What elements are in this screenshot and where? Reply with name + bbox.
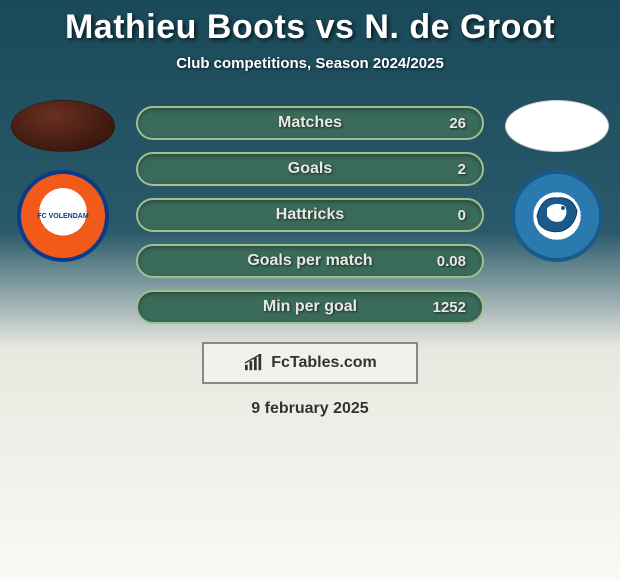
stat-row-hattricks: Hattricks 0 [136,198,484,232]
infographic-container: Mathieu Boots vs N. de Groot Club compet… [0,0,620,418]
left-club-text: FC VOLENDAM [37,213,88,220]
dragon-icon [527,186,587,246]
subtitle: Club competitions, Season 2024/2025 [0,55,620,72]
stat-label: Min per goal [263,298,357,316]
stat-row-mpg: Min per goal 1252 [136,290,484,324]
left-player-photo [11,100,115,152]
watermark-text: FcTables.com [271,354,377,372]
watermark: FcTables.com [202,342,418,384]
stat-row-goals: Goals 2 [136,152,484,186]
date: 9 february 2025 [0,400,620,418]
stat-value-right: 26 [449,115,466,132]
right-player-photo [505,100,609,152]
right-column [502,100,612,262]
left-column: FC VOLENDAM [8,100,118,262]
page-title: Mathieu Boots vs N. de Groot [0,8,620,47]
stat-row-gpm: Goals per match 0.08 [136,244,484,278]
stat-value-right: 2 [458,161,466,178]
stat-value-right: 0 [458,207,466,224]
stat-label: Goals per match [247,252,372,270]
stat-row-matches: Matches 26 [136,106,484,140]
right-club-logo [511,170,603,262]
main-row: FC VOLENDAM Matches 26 Goals 2 Hattricks… [0,100,620,324]
stat-value-right: 1252 [433,299,466,316]
chart-icon [243,354,265,372]
left-club-logo: FC VOLENDAM [17,170,109,262]
stat-label: Matches [278,114,342,132]
stat-value-right: 0.08 [437,253,466,270]
stats-column: Matches 26 Goals 2 Hattricks 0 Goals per… [136,100,484,324]
stat-label: Hattricks [276,206,344,224]
stat-label: Goals [288,160,332,178]
